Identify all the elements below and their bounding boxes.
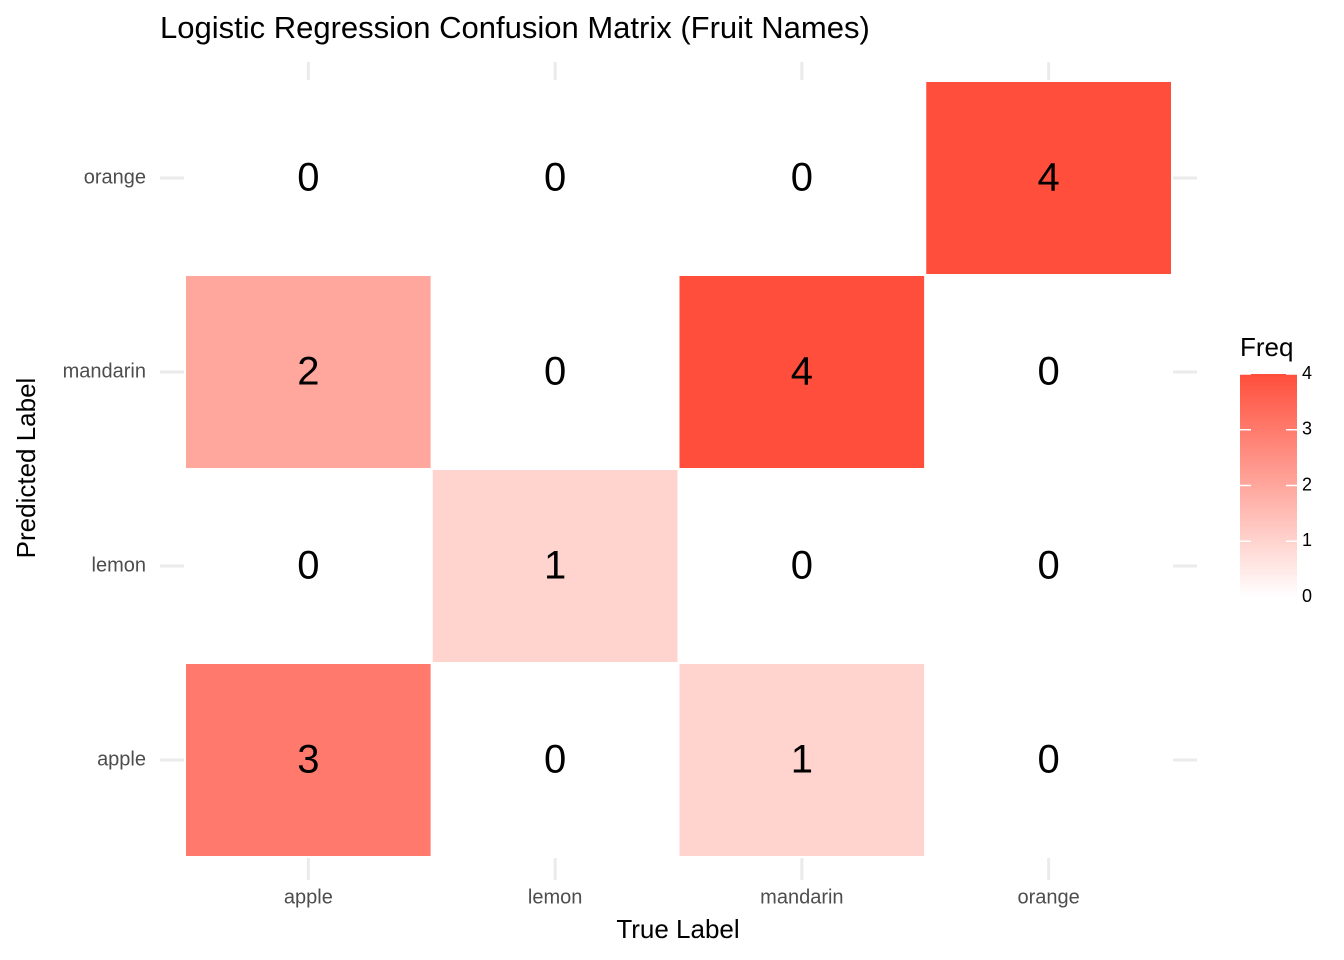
y-axis-title: Predicted Label [11, 378, 41, 559]
x-tick-label: orange [1017, 886, 1079, 908]
colorbar-tick-label: 1 [1302, 530, 1312, 550]
heatmap-cell [430, 662, 680, 858]
cell-label: 4 [1038, 156, 1060, 200]
cell-label: 0 [1038, 350, 1060, 394]
heatmap-cell [924, 274, 1173, 470]
colorbar-tick-label: 4 [1302, 363, 1312, 383]
cell-label: 0 [297, 156, 319, 200]
cell-label: 0 [544, 156, 566, 200]
x-axis-title: True Label [616, 914, 739, 944]
colorbar-tick-label: 2 [1302, 474, 1312, 494]
cell-label: 0 [544, 350, 566, 394]
heatmap-cell [184, 80, 433, 276]
x-tick-label: lemon [528, 886, 582, 908]
cell-label: 0 [1038, 544, 1060, 588]
cell-label: 0 [791, 544, 813, 588]
x-tick-label: mandarin [760, 886, 843, 908]
legend-title: Freq [1240, 332, 1293, 362]
y-tick-label: apple [97, 748, 146, 770]
heatmap-cell [184, 662, 433, 858]
heatmap-cell [430, 80, 680, 276]
y-tick-label: orange [84, 166, 146, 188]
cell-label: 0 [544, 738, 566, 782]
heatmap-cell [677, 80, 927, 276]
cell-label: 4 [791, 350, 813, 394]
heatmap-cell [677, 662, 927, 858]
heatmap-cell [924, 662, 1173, 858]
cell-label: 3 [297, 738, 319, 782]
cell-label: 0 [791, 156, 813, 200]
cell-label: 1 [791, 738, 813, 782]
heatmap-cell [430, 468, 680, 664]
cell-label: 2 [297, 350, 319, 394]
cell-label: 1 [544, 544, 566, 588]
y-tick-label: mandarin [63, 360, 146, 382]
heatmap-cell [677, 274, 927, 470]
chart-title: Logistic Regression Confusion Matrix (Fr… [160, 10, 870, 45]
colorbar-tick-label: 3 [1302, 419, 1312, 439]
cell-label: 0 [297, 544, 319, 588]
heatmap-cell [184, 274, 433, 470]
y-tick-label: lemon [92, 554, 146, 576]
heatmap-cell [924, 80, 1173, 276]
heatmap-cell [924, 468, 1173, 664]
colorbar-tick-label: 0 [1302, 586, 1312, 606]
x-tick-label: apple [284, 886, 333, 908]
cell-label: 0 [1038, 738, 1060, 782]
